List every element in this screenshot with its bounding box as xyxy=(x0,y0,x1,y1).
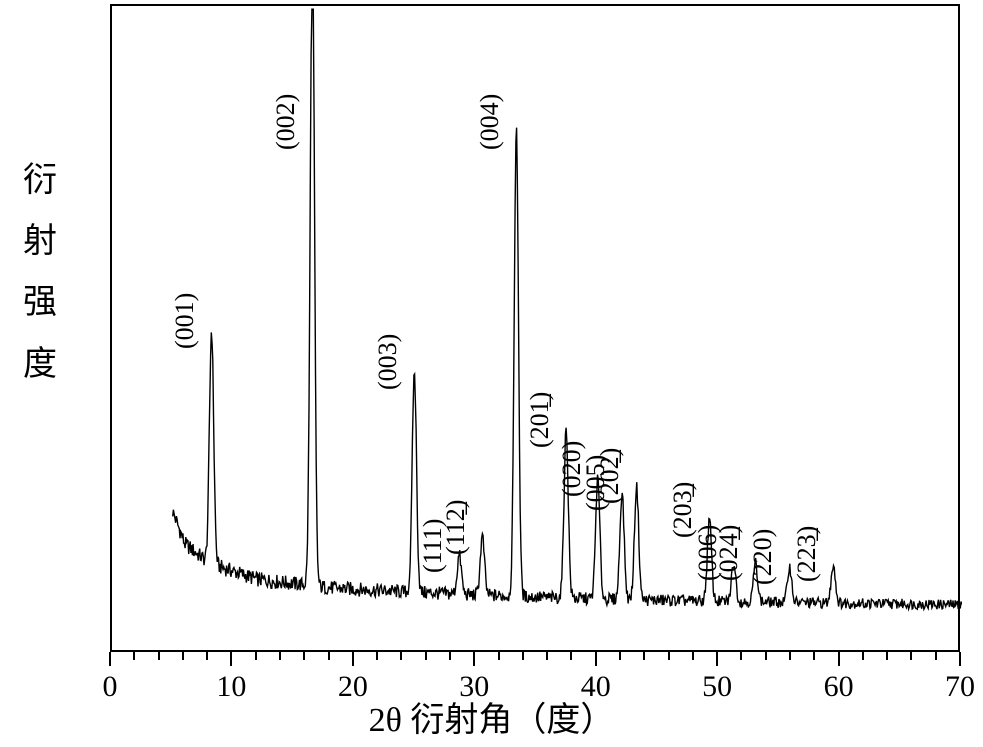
x-minor-tick xyxy=(789,652,791,660)
x-minor-tick xyxy=(765,652,767,660)
x-minor-tick xyxy=(425,652,427,660)
x-tick-label: 20 xyxy=(338,670,368,704)
x-major-tick xyxy=(838,652,840,666)
x-minor-tick xyxy=(570,652,572,660)
plot-frame xyxy=(110,4,960,652)
x-major-tick xyxy=(352,652,354,666)
x-minor-tick xyxy=(328,652,330,660)
peak-label: (201̲) xyxy=(525,391,555,447)
peak-label: (004) xyxy=(475,94,505,150)
x-minor-tick xyxy=(303,652,305,660)
x-tick-label: 60 xyxy=(824,670,854,704)
x-minor-tick xyxy=(935,652,937,660)
x-minor-tick xyxy=(158,652,160,660)
x-minor-tick xyxy=(133,652,135,660)
x-minor-tick xyxy=(643,652,645,660)
x-tick-label: 10 xyxy=(216,670,246,704)
x-minor-tick xyxy=(400,652,402,660)
x-minor-tick xyxy=(498,652,500,660)
peak-label: (220) xyxy=(748,528,778,584)
x-tick-label: 50 xyxy=(702,670,732,704)
x-major-tick xyxy=(959,652,961,666)
x-minor-tick xyxy=(862,652,864,660)
x-major-tick xyxy=(473,652,475,666)
x-tick-label: 30 xyxy=(459,670,489,704)
x-minor-tick xyxy=(376,652,378,660)
x-minor-tick xyxy=(279,652,281,660)
x-major-tick xyxy=(230,652,232,666)
x-major-tick xyxy=(109,652,111,666)
peak-label: (024̲) xyxy=(714,525,744,581)
x-minor-tick xyxy=(668,652,670,660)
peak-label: (202̲) xyxy=(595,448,625,504)
x-minor-tick xyxy=(619,652,621,660)
xrd-trace xyxy=(112,6,962,654)
x-major-tick xyxy=(716,652,718,666)
x-minor-tick xyxy=(886,652,888,660)
x-minor-tick xyxy=(449,652,451,660)
peak-label: (003) xyxy=(373,334,403,390)
x-minor-tick xyxy=(740,652,742,660)
x-minor-tick xyxy=(813,652,815,660)
x-minor-tick xyxy=(692,652,694,660)
peak-label: (223̲) xyxy=(792,526,822,582)
x-minor-tick xyxy=(546,652,548,660)
peak-label: (001) xyxy=(170,292,200,348)
x-minor-tick xyxy=(206,652,208,660)
x-minor-tick xyxy=(910,652,912,660)
peak-label: (112̲) xyxy=(441,500,471,555)
x-tick-label: 40 xyxy=(581,670,611,704)
y-axis-title: 衍射强度 xyxy=(20,150,60,395)
peak-label: (002) xyxy=(271,94,301,150)
x-major-tick xyxy=(595,652,597,666)
x-minor-tick xyxy=(255,652,257,660)
x-tick-label: 70 xyxy=(945,670,975,704)
x-minor-tick xyxy=(182,652,184,660)
x-minor-tick xyxy=(522,652,524,660)
x-tick-label: 0 xyxy=(103,670,118,704)
